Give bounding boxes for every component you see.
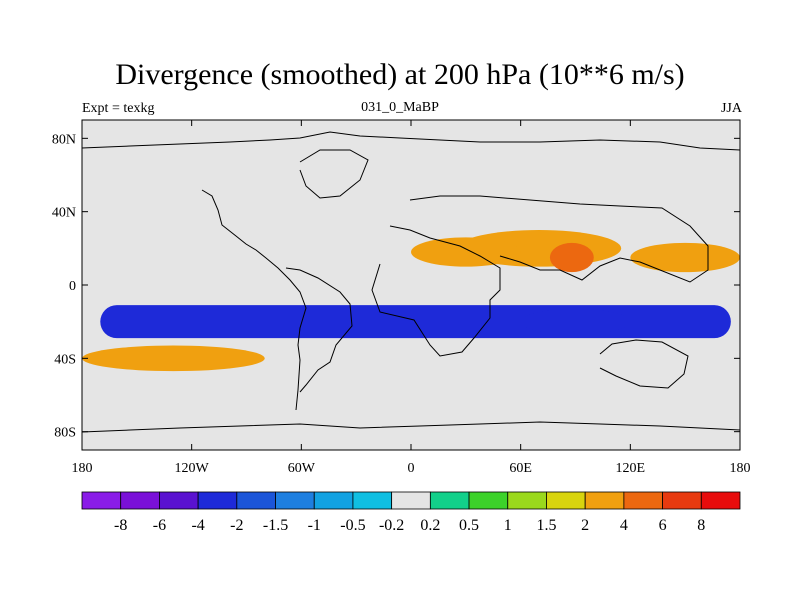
divergence-field [82, 230, 740, 372]
colorbar-label-11: 1.5 [536, 517, 556, 534]
colorbar-swatch-9 [429, 491, 470, 510]
x-tick-label-3: 0 [408, 461, 415, 476]
coastline-antarctica [82, 421, 740, 433]
colorbar-swatch-8 [391, 491, 431, 510]
colorbar-label-7: -0.2 [379, 517, 404, 534]
chart-title: Divergence (smoothed) at 200 hPa (10**6 … [115, 58, 685, 91]
colorbar-swatch-3 [197, 491, 238, 510]
colorbar-label-9: 0.5 [459, 517, 479, 534]
colorbar-label-4: -1.5 [263, 517, 288, 534]
colorbar-swatch-10 [468, 491, 509, 510]
x-tick-label-1: 120W [175, 461, 210, 476]
colorbar-swatch-16 [700, 491, 741, 510]
colorbar-label-6: -0.5 [340, 517, 365, 534]
coastlines [82, 131, 740, 433]
colorbar-label-15: 8 [697, 517, 705, 534]
experiment-label: Expt = texkg [82, 101, 155, 116]
colorbar-swatch-5 [275, 491, 315, 510]
field-blob-2 [411, 237, 521, 267]
x-tick-label-5: 120E [616, 461, 646, 476]
coastline-south-america [285, 267, 353, 393]
colorbar-label-8: 0.2 [420, 517, 440, 534]
y-tick-label-2: 0 [69, 279, 76, 294]
x-tick-label-0: 180 [72, 461, 93, 476]
colorbar-label-10: 1 [504, 517, 512, 534]
field-blob-3 [549, 242, 594, 273]
colorbar-swatch-14 [623, 491, 663, 510]
coastline-arctic [82, 131, 740, 151]
colorbar-label-13: 4 [620, 517, 628, 534]
colorbar-swatch-15 [662, 491, 702, 510]
field-blob-5 [82, 345, 265, 372]
y-tick-label-4: 80S [54, 426, 76, 441]
coastline-africa-europe [371, 225, 501, 357]
colorbar-label-14: 6 [659, 517, 667, 534]
colorbar-swatch-1 [120, 491, 160, 510]
colorbar-swatch-6 [313, 491, 354, 510]
colorbar-swatch-11 [507, 491, 547, 510]
colorbar: -8 -6 -4 -2 -1.5 -1 -0.5 -0.2 0.2 0.5 1 1.5 2 4 6 8 [81, 491, 741, 534]
y-tick-label-1: 40N [52, 206, 76, 221]
colorbar-swatch-2 [159, 491, 199, 510]
field-blob-6 [520, 308, 631, 335]
colorbar-swatch-4 [236, 491, 276, 510]
colorbar-swatch-12 [546, 491, 586, 510]
y-tick-label-0: 80N [52, 132, 76, 147]
y-tick-label-3: 40S [54, 352, 76, 367]
case-label: 031_0_MaBP [361, 100, 439, 115]
colorbar-label-5: -1 [308, 517, 321, 534]
colorbar-label-3: -2 [230, 517, 243, 534]
coastline-greenland [299, 149, 369, 199]
map-area: 180 120W 60W 0 60E 120E 180 80N 40N 0 40S 80S [52, 119, 751, 476]
x-tick-label-4: 60E [509, 461, 532, 476]
axes: 180 120W 60W 0 60E 120E 180 80N 40N 0 40S 80S [52, 120, 751, 476]
colorbar-swatch-0 [81, 491, 122, 510]
map-background [82, 120, 740, 450]
field-blob-4 [630, 242, 740, 273]
colorbar-label-1: -6 [153, 517, 166, 534]
colorbar-label-12: 2 [581, 517, 589, 534]
coastline-americas [201, 189, 307, 411]
colorbar-label-2: -4 [191, 517, 204, 534]
colorbar-swatch-7 [352, 491, 393, 510]
x-tick-label-6: 180 [730, 461, 751, 476]
season-label: JJA [720, 101, 742, 116]
colorbar-swatch-13 [584, 491, 625, 510]
x-tick-label-2: 60W [288, 461, 316, 476]
coastline-asia [409, 195, 709, 283]
coastline-australia [599, 339, 689, 389]
colorbar-label-0: -8 [114, 517, 127, 534]
